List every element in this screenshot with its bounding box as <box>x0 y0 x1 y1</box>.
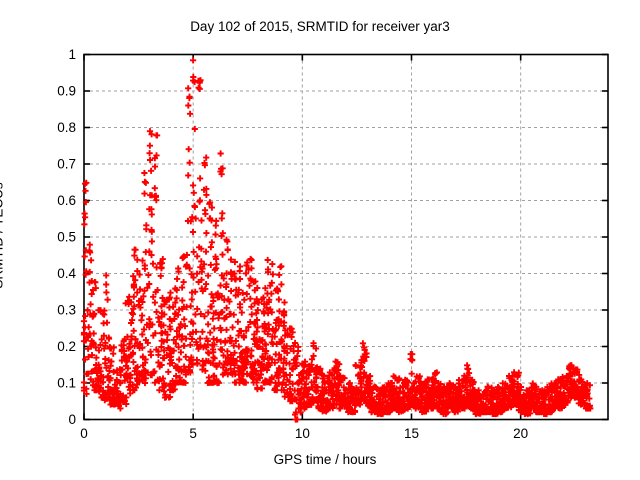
y-tick-label: 0.3 <box>57 303 76 318</box>
x-tick-label: 0 <box>80 426 88 441</box>
y-tick-label: 0.8 <box>57 120 76 135</box>
x-tick-label: 5 <box>189 426 197 441</box>
plot-border-and-ticks <box>83 53 609 421</box>
y-tick-label: 0.6 <box>57 193 76 208</box>
x-tick-labels: 0 5 10 15 20 <box>80 426 528 441</box>
y-tick-label: 0.1 <box>57 376 76 391</box>
chart-title: Day 102 of 2015, SRMTID for receiver yar… <box>190 19 450 34</box>
y-tick-labels: 0 0.1 0.2 0.3 0.4 0.5 0.6 0.7 0.8 0.9 1 <box>57 47 76 427</box>
x-tick-label: 10 <box>295 426 310 441</box>
y-tick-label: 0.2 <box>57 339 76 354</box>
y-tick-label: 0.9 <box>57 84 76 99</box>
y-tick-label: 0 <box>68 412 76 427</box>
y-tick-label: 0.7 <box>57 157 76 172</box>
grid-lines <box>84 54 608 420</box>
x-tick-label: 20 <box>513 426 528 441</box>
x-axis-label: GPS time / hours <box>273 452 377 467</box>
x-tick-label: 15 <box>404 426 419 441</box>
y-tick-label: 0.5 <box>57 230 76 245</box>
y-tick-label: 1 <box>68 47 76 62</box>
y-tick-label: 0.4 <box>57 266 76 281</box>
scatter-points <box>80 57 594 423</box>
